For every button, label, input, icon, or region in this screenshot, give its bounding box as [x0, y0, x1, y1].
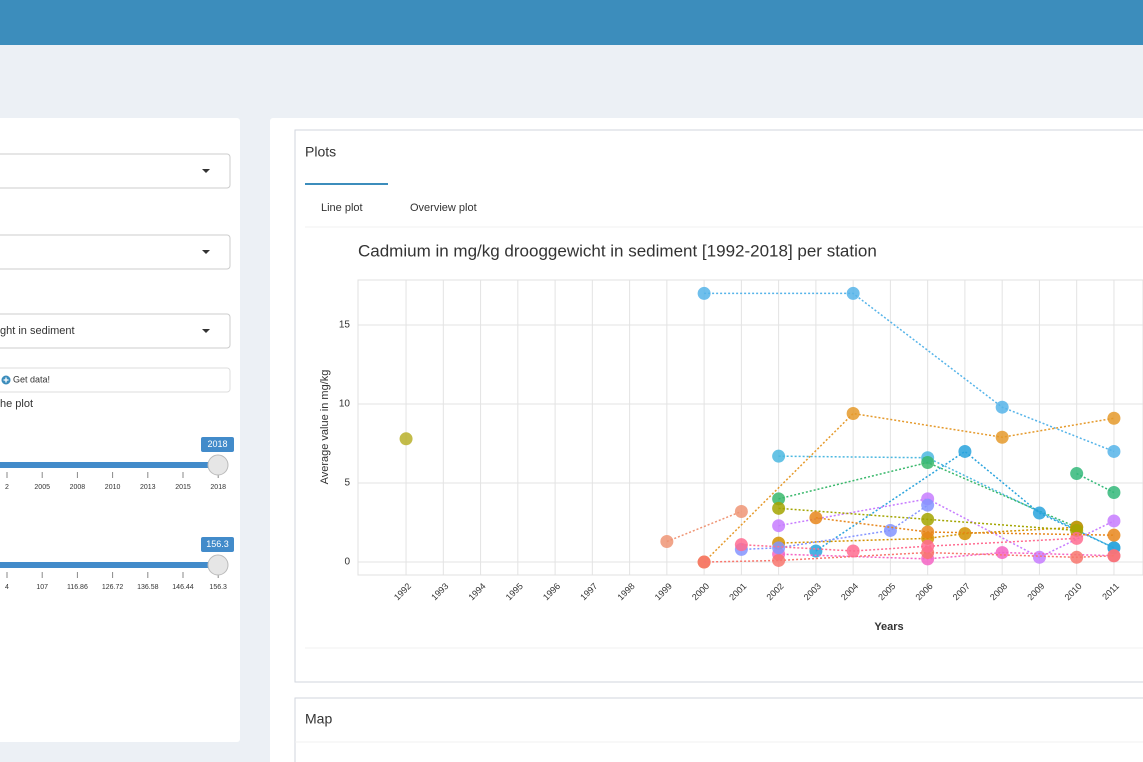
slider-handle — [207, 554, 229, 576]
data-point — [809, 511, 823, 525]
tab[interactable]: Overview plot — [410, 202, 477, 214]
data-point — [1107, 514, 1121, 528]
slider-tick-label: 2005 — [34, 484, 50, 491]
series-layer — [399, 286, 1121, 569]
data-point — [921, 455, 935, 469]
data-point — [697, 286, 711, 300]
series-line — [704, 551, 1114, 563]
slider-tick-label: 2 — [5, 484, 9, 491]
link[interactable]: he plot — [0, 398, 33, 410]
data-point — [921, 512, 935, 526]
data-point — [734, 504, 748, 518]
data-point — [1107, 444, 1121, 458]
y-tick-label: 5 — [344, 478, 350, 489]
data-point — [995, 400, 1009, 414]
data-point — [772, 501, 786, 515]
y-tick-label: 10 — [339, 399, 351, 410]
data-point — [772, 449, 786, 463]
data-point — [772, 519, 786, 533]
data-point — [1107, 486, 1121, 500]
slider-tick-label: 126.72 — [102, 584, 124, 591]
slider-value-box — [201, 537, 234, 552]
get-data-button[interactable]: Get data! — [0, 367, 231, 393]
slider-value-box — [201, 437, 234, 452]
data-point — [921, 539, 935, 553]
slider-track — [0, 462, 218, 468]
series-line — [741, 537, 1077, 552]
slider-tick-label: 146.44 — [172, 584, 194, 591]
slider-tick-label: 2010 — [105, 484, 121, 491]
sidebar-box — [0, 118, 240, 742]
slider-tick-label: 156.3 — [209, 584, 227, 591]
slider-value: 156.3 — [206, 539, 229, 549]
slider-tick-label: 2015 — [175, 484, 191, 491]
data-point — [883, 523, 897, 537]
select-text: ght in sediment — [0, 325, 75, 337]
slider-tick-label: 107 — [36, 584, 48, 591]
data-point — [772, 553, 786, 567]
slider-tick-label: 2018 — [210, 484, 226, 491]
data-point — [995, 430, 1009, 444]
tab[interactable]: Line plot — [321, 202, 363, 214]
y-axis-label: Average value in mg/kg — [319, 370, 331, 485]
select-1[interactable] — [0, 153, 231, 189]
data-point — [697, 555, 711, 569]
map-box — [294, 697, 1143, 762]
series-line — [1076, 472, 1115, 494]
plot-area — [357, 279, 1143, 576]
slider-tick-label: 2013 — [140, 484, 156, 491]
box-title: Plots — [305, 144, 336, 160]
series-line — [704, 292, 1115, 453]
slider-value: 2018 — [207, 439, 227, 449]
data-point — [921, 498, 935, 512]
header-bar — [0, 0, 1143, 45]
select-2[interactable] — [0, 234, 231, 270]
data-point — [958, 527, 972, 541]
map-title: Map — [305, 711, 332, 727]
data-point — [1070, 550, 1084, 564]
y-tick-label: 0 — [344, 557, 350, 568]
data-point — [1107, 549, 1121, 563]
data-point — [734, 538, 748, 552]
series-line — [666, 510, 742, 543]
chart-title: Cadmium in mg/kg drooggewicht in sedimen… — [358, 241, 877, 260]
data-point — [921, 525, 935, 539]
data-point — [1032, 506, 1046, 520]
slider-tick-label: 2008 — [70, 484, 86, 491]
data-point — [995, 546, 1009, 560]
slider-tick-label: 4 — [5, 584, 9, 591]
y-tick-label: 15 — [339, 320, 351, 331]
series-line — [703, 412, 1115, 563]
series-line — [741, 504, 929, 551]
select-3[interactable]: ght in sediment — [0, 313, 231, 349]
data-point — [1070, 467, 1084, 481]
data-point — [846, 544, 860, 558]
data-point — [1107, 411, 1121, 425]
data-point — [846, 407, 860, 421]
slider-tick-label: 116.86 — [67, 584, 88, 591]
data-point — [1107, 528, 1121, 542]
button-label: Get data! — [13, 374, 50, 384]
slider-tick-label: 136.58 — [137, 584, 159, 591]
slider-handle — [207, 454, 229, 476]
data-point — [399, 432, 413, 446]
x-axis-label: Years — [874, 621, 903, 633]
data-point — [846, 286, 860, 300]
data-point — [660, 535, 674, 549]
data-point — [958, 444, 972, 458]
data-point — [772, 541, 786, 555]
data-point — [809, 544, 823, 558]
slider-track — [0, 562, 218, 568]
data-point — [772, 492, 786, 506]
